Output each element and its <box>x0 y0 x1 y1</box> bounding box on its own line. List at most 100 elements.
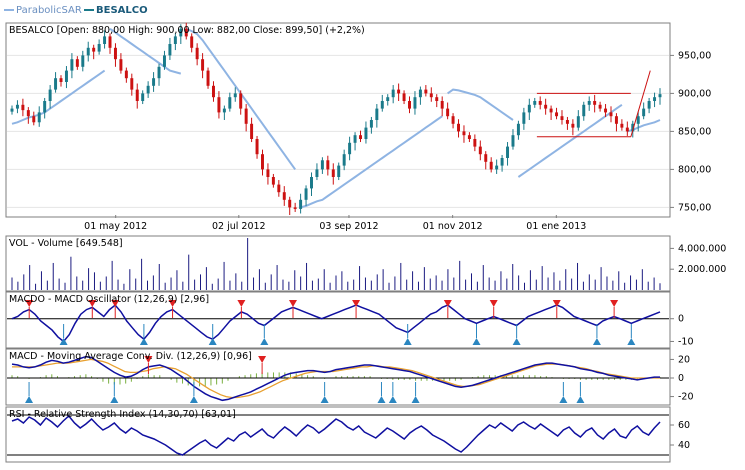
volume-y-axis: 4.000.000 2.000.000 <box>670 243 726 275</box>
buy-marker <box>260 338 269 345</box>
price-panel-frame <box>5 22 671 218</box>
price-candle <box>560 116 564 120</box>
y-tick-label: -10 <box>678 336 694 347</box>
x-tick-label: 02 jul 2012 <box>212 221 266 232</box>
price-x-axis: 01 may 2012 02 jul 2012 03 sep 2012 01 nov … <box>84 215 586 232</box>
price-candle <box>75 59 79 67</box>
price-candle <box>424 89 428 94</box>
macd-buy-marker <box>320 396 329 403</box>
sell-marker <box>237 300 246 307</box>
price-candle <box>342 154 346 166</box>
x-tick-label: 03 sep 2012 <box>319 221 378 232</box>
price-candle <box>511 135 515 147</box>
y-tick-label: 0 <box>678 373 684 384</box>
price-candle <box>70 59 74 71</box>
price-candle <box>244 108 248 124</box>
price-candle <box>467 135 471 139</box>
macd-panel-frame <box>5 348 671 406</box>
price-candle <box>565 120 569 124</box>
price-candle <box>64 70 68 82</box>
price-candle <box>222 108 226 113</box>
price-candle <box>516 123 520 136</box>
price-candle <box>593 101 597 105</box>
buy-marker <box>403 338 412 345</box>
legend-besalco-label: BESALCO <box>96 5 148 16</box>
macdo-panel-frame <box>5 291 671 349</box>
price-candle <box>233 93 237 98</box>
price-candle <box>179 28 183 37</box>
price-candle <box>473 139 477 147</box>
price-candle <box>462 131 466 136</box>
buy-marker <box>472 338 481 345</box>
price-candle <box>124 70 128 79</box>
macd-series <box>7 355 669 403</box>
price-candle <box>658 94 662 98</box>
buy-marker <box>59 338 68 345</box>
macd-buy-marker <box>25 396 34 403</box>
price-candle <box>239 93 243 109</box>
price-candle <box>369 120 373 128</box>
price-candle <box>81 55 85 67</box>
price-candle <box>250 123 254 139</box>
price-candle <box>113 47 117 60</box>
price-candle <box>21 104 25 111</box>
macd-signal-line <box>12 358 660 399</box>
y-tick-label: 40 <box>678 440 690 451</box>
y-tick-label: 4.000.000 <box>678 243 726 254</box>
price-candle <box>538 101 542 105</box>
x-tick-label: 01 nov 2012 <box>423 221 483 232</box>
macd-buy-marker <box>377 396 386 403</box>
price-candle <box>484 154 488 162</box>
price-candle <box>380 101 384 109</box>
y-tick-label: -20 <box>678 392 694 403</box>
price-candle <box>103 36 107 44</box>
macd-buy-marker <box>388 396 397 403</box>
price-candle <box>92 47 96 52</box>
price-candle <box>331 169 335 177</box>
price-candle <box>32 116 36 123</box>
price-candle <box>255 139 259 155</box>
price-candle <box>413 97 417 109</box>
price-candle <box>604 108 608 113</box>
price-candle <box>555 112 559 117</box>
trend-line <box>630 70 651 137</box>
price-candle <box>500 158 504 166</box>
macd-buy-marker <box>576 396 585 403</box>
price-candle <box>173 36 177 44</box>
price-candle <box>48 89 52 101</box>
price-candle <box>397 89 401 94</box>
macdo-y-axis: 0 -10 <box>670 314 694 347</box>
y-tick-label: 950,00 <box>678 50 711 61</box>
price-candle <box>598 104 602 109</box>
price-candle <box>636 116 640 124</box>
price-candle <box>375 108 379 120</box>
sar-segment <box>300 115 443 209</box>
y-tick-label: 800,00 <box>678 164 711 175</box>
macd-buy-marker <box>411 396 420 403</box>
price-candle <box>386 97 390 101</box>
price-candle <box>261 154 264 170</box>
price-candle <box>576 116 580 128</box>
price-candle <box>26 110 30 117</box>
buy-marker <box>139 338 148 345</box>
price-candle <box>614 116 618 124</box>
legend: ParabolicSAR BESALCO <box>4 5 148 16</box>
price-candle <box>211 85 215 98</box>
price-candle <box>146 85 150 94</box>
price-candle <box>119 59 123 71</box>
price-candle <box>647 101 651 109</box>
price-candle <box>190 36 194 48</box>
price-candle <box>304 188 308 200</box>
price-candle <box>587 101 591 105</box>
price-candle <box>135 89 139 101</box>
rsi-line <box>11 414 661 456</box>
y-tick-label: 750,00 <box>678 202 711 213</box>
y-tick-label: 20 <box>678 354 690 365</box>
price-candle <box>15 104 19 109</box>
price-candle <box>408 101 411 109</box>
price-candle <box>620 123 624 128</box>
price-candle <box>391 89 395 98</box>
macd-sell-marker <box>258 356 267 363</box>
price-candle <box>495 165 499 170</box>
